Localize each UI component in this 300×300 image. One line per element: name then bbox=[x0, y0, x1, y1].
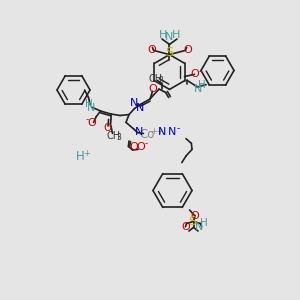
Text: CH: CH bbox=[149, 74, 163, 84]
Text: O: O bbox=[148, 84, 158, 94]
Text: N: N bbox=[168, 127, 177, 137]
Text: S: S bbox=[188, 215, 196, 228]
Text: O: O bbox=[136, 142, 145, 152]
Text: H: H bbox=[198, 80, 206, 90]
Text: H: H bbox=[158, 29, 167, 40]
Text: N: N bbox=[135, 127, 144, 137]
Text: 3: 3 bbox=[116, 134, 121, 142]
Text: CH: CH bbox=[106, 131, 121, 141]
Text: -: - bbox=[199, 67, 202, 76]
Text: O: O bbox=[103, 123, 112, 134]
Text: O: O bbox=[87, 118, 96, 128]
Text: ++: ++ bbox=[150, 127, 164, 136]
Text: N: N bbox=[165, 32, 174, 42]
Text: H: H bbox=[200, 218, 208, 229]
Text: +: + bbox=[83, 148, 90, 158]
Text: N: N bbox=[194, 221, 203, 232]
Text: H: H bbox=[76, 150, 85, 163]
Text: S: S bbox=[166, 46, 173, 59]
Text: Co: Co bbox=[139, 128, 155, 141]
Text: N: N bbox=[136, 103, 145, 113]
Text: -: - bbox=[145, 139, 148, 148]
Text: -: - bbox=[85, 115, 88, 124]
Text: N: N bbox=[158, 127, 166, 137]
Text: O: O bbox=[190, 211, 200, 221]
Text: O: O bbox=[183, 45, 192, 56]
Text: O: O bbox=[181, 221, 190, 232]
Text: N: N bbox=[194, 84, 202, 94]
Text: -: - bbox=[177, 124, 180, 133]
Text: N: N bbox=[87, 103, 96, 113]
Text: O: O bbox=[147, 45, 156, 56]
Text: H: H bbox=[172, 29, 181, 40]
Text: N: N bbox=[130, 98, 139, 108]
Text: O: O bbox=[190, 69, 199, 80]
Text: 3: 3 bbox=[159, 76, 164, 85]
Text: O: O bbox=[129, 142, 138, 152]
Text: H: H bbox=[85, 99, 92, 110]
